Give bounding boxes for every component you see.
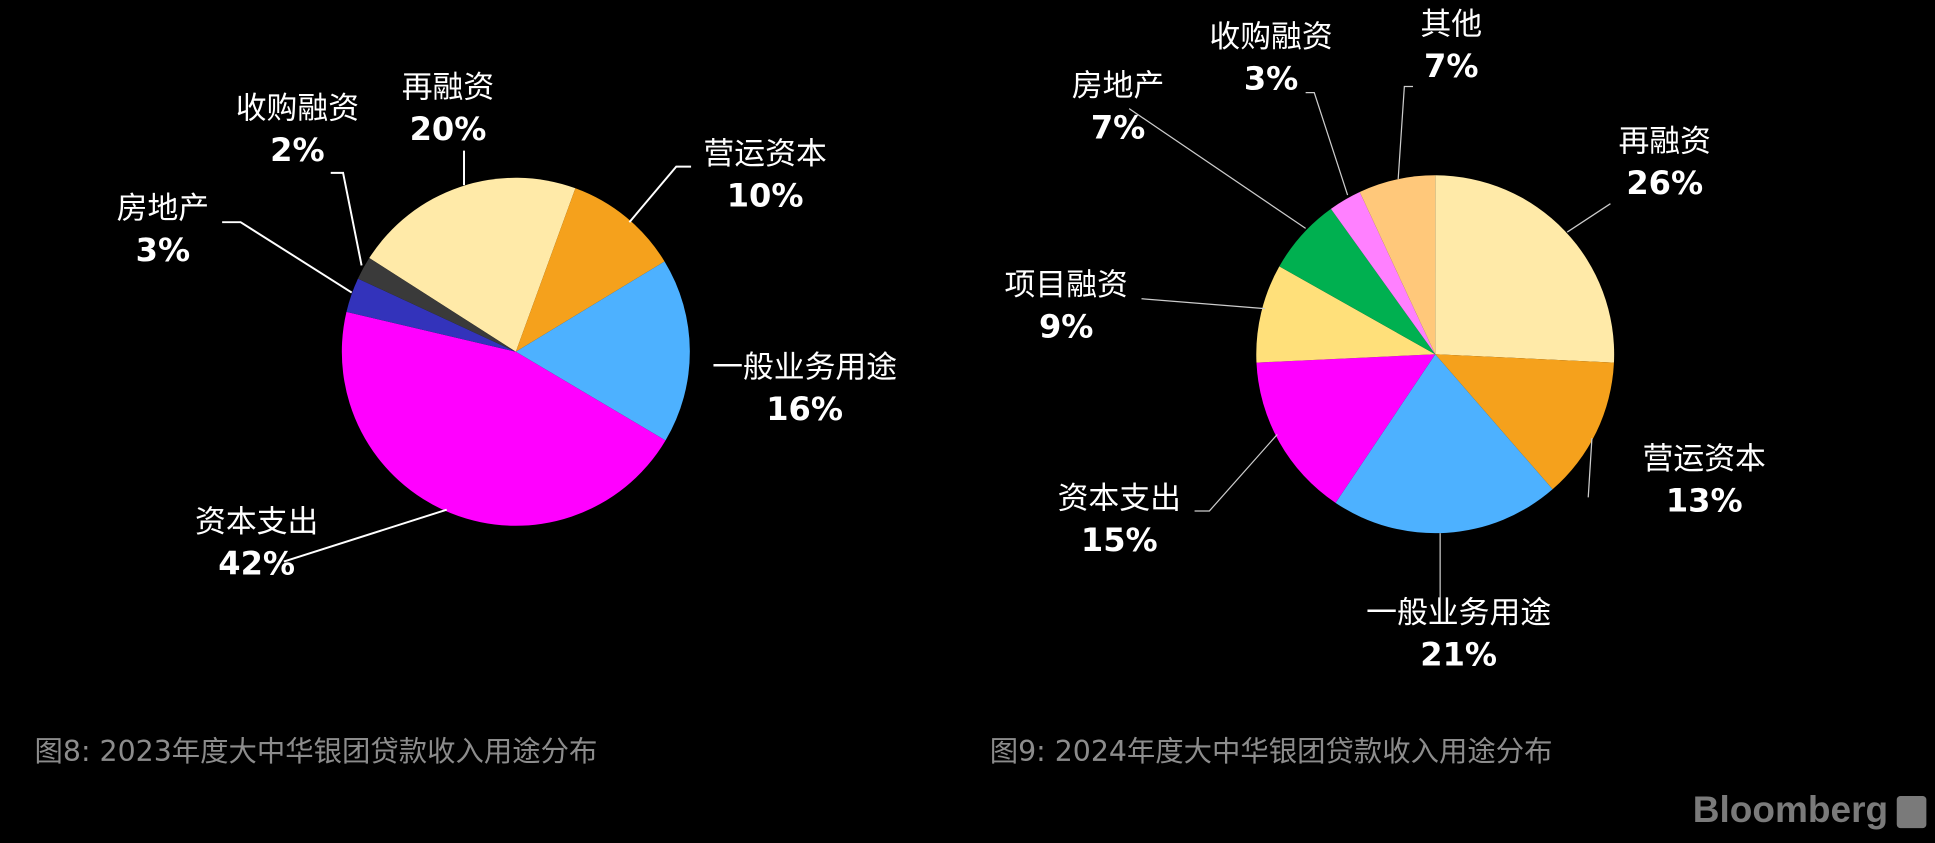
value-label: 15% [1081, 521, 1158, 559]
value-label: 26% [1626, 164, 1703, 202]
pie-slice [369, 177, 576, 352]
value-label: 7% [1091, 109, 1145, 147]
pie-slice [515, 188, 665, 352]
value-label: 9% [1039, 307, 1093, 345]
pie-slice [1256, 266, 1436, 363]
logo-icon [1896, 796, 1927, 829]
pie-slice [1435, 354, 1614, 490]
slice-label: 房地产 [1072, 68, 1165, 104]
value-label: 7% [1424, 47, 1478, 85]
value-label: 10% [727, 177, 804, 215]
slice-label: 再融资 [1618, 124, 1711, 160]
pie-slice [1256, 354, 1436, 503]
value-label: 3% [136, 231, 190, 269]
leader-line [1194, 434, 1278, 512]
slice-label: 营运资本 [1643, 441, 1766, 477]
pie-slice [346, 278, 516, 352]
leader-line [330, 171, 363, 266]
value-label: 16% [766, 390, 843, 428]
leader-line [1128, 108, 1306, 229]
value-label: 3% [1244, 59, 1298, 97]
pie-slice [1279, 208, 1436, 355]
value-label: 42% [218, 544, 295, 582]
slice-label: 收购融资 [236, 90, 359, 126]
slice-label: 其他 [1420, 6, 1482, 42]
value-label: 21% [1420, 636, 1497, 674]
slice-label: 收购融资 [1209, 19, 1332, 55]
slice-label: 一般业务用途 [1366, 595, 1551, 631]
pie-slice [1435, 175, 1615, 363]
slice-label: 项目融资 [1005, 267, 1128, 303]
chart-title: 图9: 2024年度大中华银团贷款收入用途分布 [990, 735, 1553, 768]
chart-title: 图8: 2023年度大中华银团贷款收入用途分布 [35, 735, 598, 768]
value-label: 20% [410, 110, 487, 148]
slice-label: 资本支出 [195, 504, 318, 540]
slice-label: 房地产 [117, 190, 210, 226]
slice-label: 一般业务用途 [712, 350, 897, 386]
pie-slice [1359, 175, 1436, 355]
slice-label: 资本支出 [1058, 480, 1181, 516]
leader-line [283, 508, 448, 563]
leader-line [1397, 85, 1413, 180]
value-label: 2% [270, 131, 324, 169]
pie-slice [1335, 354, 1553, 534]
source-logo: Bloomberg [1693, 788, 1888, 830]
pie-slice [341, 311, 666, 526]
leader-line [628, 165, 692, 223]
pie-slice [515, 261, 690, 441]
leader-line [222, 221, 353, 294]
leader-line [1305, 92, 1349, 196]
slice-label: 再融资 [402, 69, 495, 105]
leader-line [1141, 298, 1265, 310]
value-label: 13% [1666, 481, 1743, 519]
pie-slice [1330, 192, 1436, 355]
leader-line [1566, 203, 1611, 233]
pie-slice [357, 258, 516, 352]
slice-label: 营运资本 [703, 136, 826, 172]
leader-line [1587, 438, 1593, 498]
